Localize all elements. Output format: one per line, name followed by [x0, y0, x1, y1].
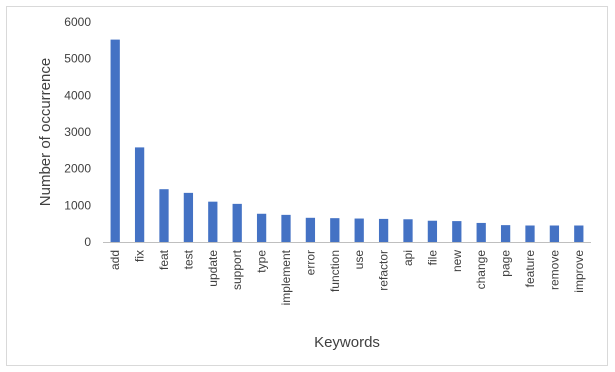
bar-error: [305, 217, 316, 242]
bar-function: [330, 218, 340, 242]
x-tick-label: new: [450, 250, 464, 272]
bar-api: [403, 219, 413, 242]
x-tick-label: add: [108, 250, 122, 270]
bar-change: [476, 222, 486, 242]
x-tick-label: page: [499, 250, 513, 277]
x-tick-label: change: [474, 250, 488, 290]
bar-fix: [134, 147, 145, 242]
y-tick-labels: 0 1000 2000 3000 4000 5000 6000: [64, 15, 91, 249]
bar-implement: [281, 214, 291, 242]
x-tick-label: test: [181, 249, 195, 269]
bar-type: [256, 213, 267, 242]
bar-use: [354, 218, 364, 242]
y-tick-label: 5000: [64, 52, 91, 66]
bar-remove: [549, 225, 560, 242]
x-tick-label: update: [206, 250, 220, 287]
x-tick-label: error: [303, 250, 317, 275]
x-tick-label: fix: [133, 250, 147, 262]
bar-refactor: [378, 218, 389, 242]
x-tick-label: support: [230, 249, 244, 290]
bar-support: [232, 203, 242, 242]
x-tick-label: feature: [523, 250, 537, 288]
bar-page: [500, 225, 511, 242]
y-tick-label: 6000: [64, 15, 91, 29]
bar-new: [452, 221, 462, 242]
x-tick-label: remove: [547, 250, 561, 290]
bars: [110, 39, 584, 242]
bar-feat: [159, 189, 169, 242]
bar-feature: [525, 225, 535, 242]
y-tick-label: 0: [84, 235, 91, 249]
x-tick-label: refactor: [377, 250, 391, 291]
y-tick-label: 3000: [64, 125, 91, 139]
chart-frame: [6, 6, 608, 366]
bar-improve: [574, 225, 584, 242]
x-tick-label: feat: [157, 249, 171, 270]
x-tick-label: use: [352, 250, 366, 270]
y-tick-label: 4000: [64, 88, 91, 102]
x-tick-label: file: [425, 250, 439, 266]
x-tick-label: type: [255, 250, 269, 273]
x-axis-title: Keywords: [314, 334, 380, 351]
x-tick-label: function: [328, 250, 342, 292]
y-tick-label: 2000: [64, 162, 91, 176]
x-tick-label: api: [401, 250, 415, 266]
y-tick-label: 1000: [64, 198, 91, 212]
x-tick-labels: add fix feat test update support type implement…: [108, 249, 586, 305]
bar-add: [110, 39, 120, 242]
bar-test: [183, 192, 194, 242]
y-axis-title: Number of occurrence: [37, 58, 54, 206]
bar-file: [427, 220, 438, 242]
bar-update: [208, 201, 218, 242]
x-tick-label: improve: [572, 250, 586, 293]
x-tick-label: implement: [279, 249, 293, 305]
